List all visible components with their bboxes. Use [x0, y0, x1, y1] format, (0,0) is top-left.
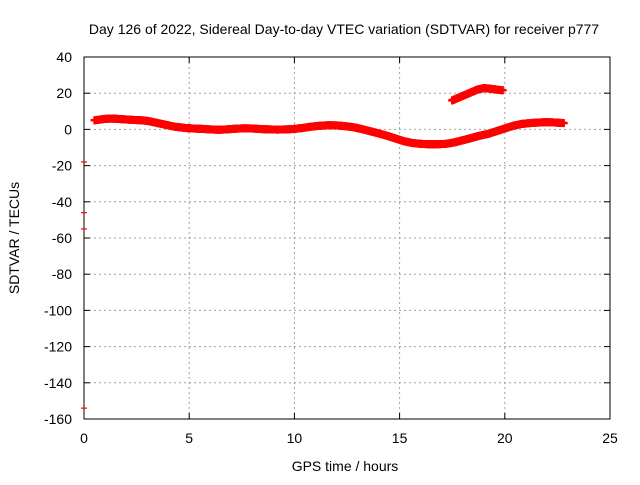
- plot-frame: [83, 56, 611, 420]
- series-outliers: [81, 161, 87, 409]
- y-tick-label: -140: [44, 375, 72, 391]
- x-tick-label: 5: [185, 430, 193, 446]
- y-tick-label: 20: [56, 85, 72, 101]
- y-tick-label: 40: [56, 49, 72, 65]
- y-tick-label: -80: [52, 266, 72, 282]
- y-axis-label: SDTVAR / TECUs: [6, 182, 22, 294]
- x-tick-label: 25: [602, 430, 618, 446]
- grid-layer: [84, 57, 610, 419]
- y-tick-label: -100: [44, 302, 72, 318]
- y-tick-label: 0: [64, 121, 72, 137]
- series-main: [90, 114, 568, 149]
- y-tick-label: -60: [52, 230, 72, 246]
- chart-title: Day 126 of 2022, Sidereal Day-to-day VTE…: [89, 21, 599, 37]
- ticks-layer: 0 5 10 15 20 25 40 20 0 -20 -40 -60 -80 -100 -120 -140 -…: [44, 49, 618, 446]
- points-layer: [81, 84, 568, 409]
- y-tick-label: -20: [52, 158, 72, 174]
- x-axis-label: GPS time / hours: [292, 458, 399, 474]
- y-tick-label: -160: [44, 411, 72, 427]
- y-tick-label: -120: [44, 339, 72, 355]
- x-tick-label: 20: [497, 430, 513, 446]
- data-point: [498, 86, 507, 95]
- x-tick-label: 15: [392, 430, 408, 446]
- data-point: [559, 119, 568, 128]
- series-upper-arc: [448, 84, 507, 105]
- x-tick-label: 10: [287, 430, 303, 446]
- y-tick-label: -40: [52, 194, 72, 210]
- x-tick-label: 0: [80, 430, 88, 446]
